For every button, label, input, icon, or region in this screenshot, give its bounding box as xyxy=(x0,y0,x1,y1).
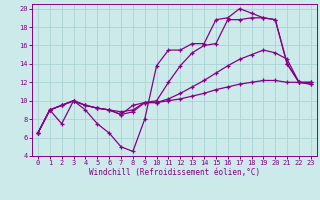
X-axis label: Windchill (Refroidissement éolien,°C): Windchill (Refroidissement éolien,°C) xyxy=(89,168,260,177)
